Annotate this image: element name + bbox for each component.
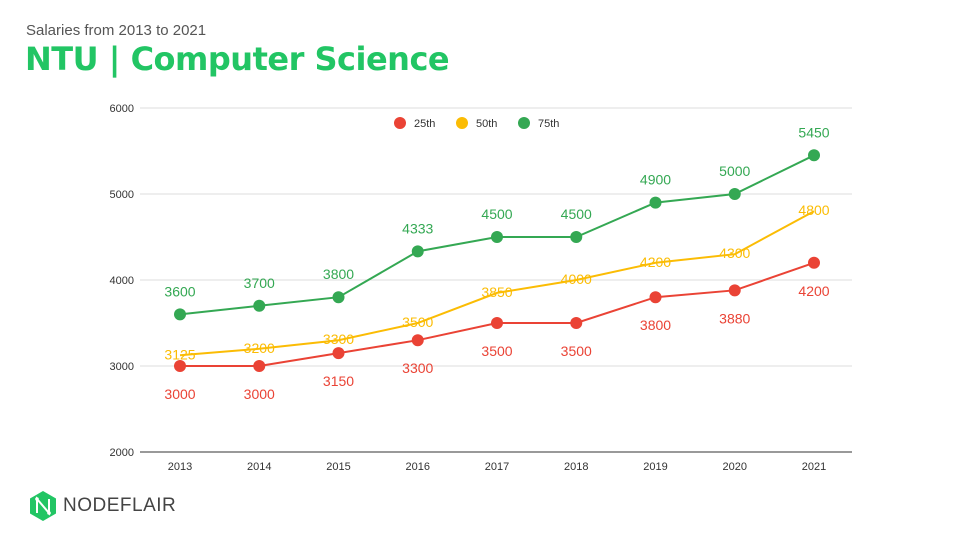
data-point — [570, 231, 583, 243]
data-point — [332, 347, 345, 360]
x-tick-label: 2019 — [643, 461, 667, 473]
data-label: 4200 — [798, 283, 829, 299]
data-label: 3500 — [561, 343, 592, 359]
nodeflair-logo: NODEFLAIR — [28, 490, 176, 522]
data-label: 4500 — [481, 206, 512, 222]
x-tick-label: 2015 — [326, 461, 350, 473]
data-point — [174, 308, 186, 321]
legend-label: 75th — [538, 118, 559, 130]
data-point — [570, 317, 583, 329]
x-tick-label: 2014 — [247, 461, 271, 473]
legend-marker — [394, 117, 406, 129]
x-tick-label: 2018 — [564, 461, 588, 473]
logo-text: NODEFLAIR — [63, 495, 177, 516]
data-label: 3500 — [481, 343, 512, 359]
nodeflair-logo-icon — [30, 491, 56, 521]
data-point — [728, 188, 741, 200]
data-label: 4900 — [640, 172, 671, 188]
data-label: 3850 — [481, 284, 512, 300]
data-point — [491, 317, 503, 329]
data-point — [411, 334, 424, 347]
data-point — [728, 284, 741, 297]
y-tick-label: 5000 — [110, 189, 134, 201]
data-label: 4333 — [402, 220, 433, 236]
legend-marker — [456, 117, 468, 129]
data-point — [253, 360, 266, 372]
data-label: 3600 — [164, 283, 195, 299]
data-label: 3800 — [323, 266, 354, 282]
data-label: 3500 — [402, 314, 433, 330]
data-label: 5000 — [719, 163, 750, 179]
data-label: 4300 — [719, 245, 750, 261]
y-tick-label: 6000 — [110, 103, 134, 115]
data-label: 3700 — [244, 275, 275, 291]
data-label: 3200 — [244, 340, 275, 356]
data-label: 3800 — [640, 317, 671, 333]
data-label: 5450 — [798, 124, 829, 140]
data-label: 3000 — [164, 386, 195, 402]
data-point — [808, 149, 820, 162]
data-point — [411, 245, 424, 258]
data-point — [649, 196, 662, 209]
x-tick-label: 2020 — [723, 461, 747, 473]
chart-subtitle: Salaries from 2013 to 2021 — [26, 22, 207, 39]
data-label: 4200 — [640, 254, 671, 270]
y-tick-label: 4000 — [110, 275, 134, 287]
data-label: 3300 — [402, 360, 433, 376]
legend-label: 50th — [476, 118, 497, 130]
x-tick-label: 2021 — [802, 461, 826, 473]
data-label: 3125 — [164, 346, 195, 362]
data-point — [332, 291, 345, 304]
legend-label: 25th — [414, 118, 435, 130]
data-point — [649, 291, 662, 304]
data-label: 4500 — [561, 206, 592, 222]
data-point — [808, 256, 820, 269]
data-label: 3000 — [244, 386, 275, 402]
y-tick-label: 2000 — [110, 447, 134, 459]
y-tick-label: 3000 — [110, 361, 134, 373]
data-point — [491, 231, 503, 243]
data-point — [253, 299, 266, 312]
data-label: 4800 — [798, 202, 829, 218]
data-label: 3880 — [719, 310, 750, 326]
data-label: 4000 — [561, 271, 592, 287]
chart-title: NTU | Computer Science — [25, 40, 450, 78]
x-tick-label: 2017 — [485, 461, 509, 473]
x-tick-label: 2016 — [406, 461, 430, 473]
series-line-50th — [179, 210, 815, 357]
data-label: 3150 — [323, 373, 354, 389]
data-point — [174, 360, 186, 372]
legend-marker — [518, 117, 530, 129]
data-label: 3300 — [323, 331, 354, 347]
x-tick-label: 2013 — [168, 461, 192, 473]
